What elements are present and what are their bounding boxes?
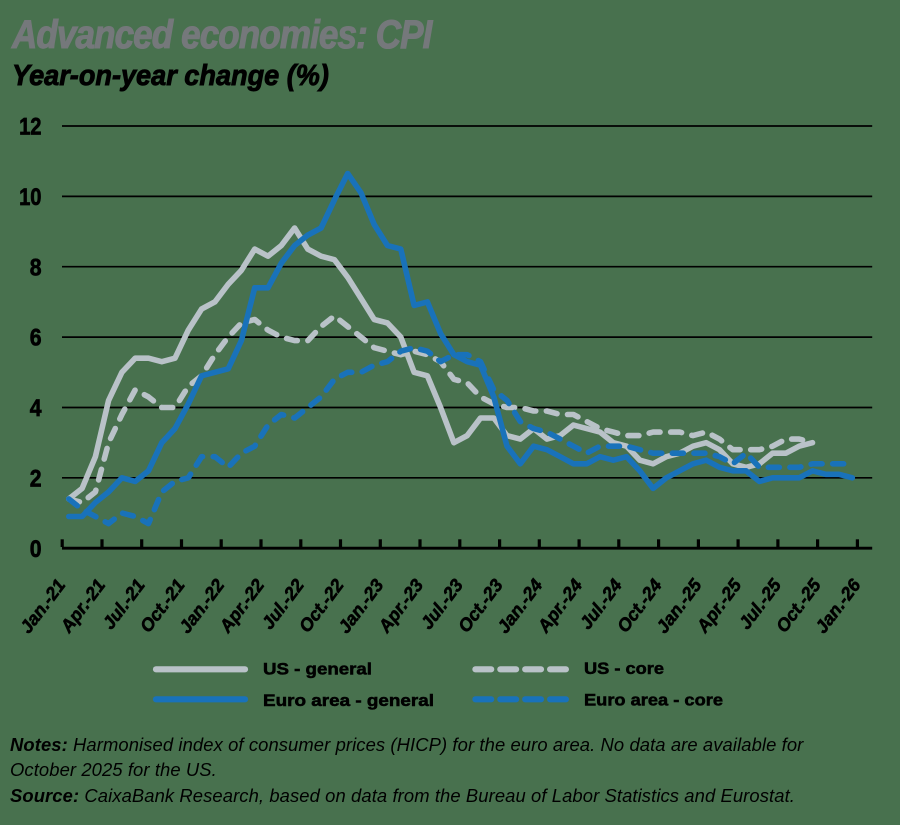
svg-text:US - core: US - core	[584, 659, 664, 678]
svg-text:US - general: US - general	[263, 660, 372, 679]
svg-text:10: 10	[19, 184, 41, 211]
svg-text:2: 2	[30, 465, 42, 492]
svg-text:12: 12	[19, 114, 41, 141]
svg-text:8: 8	[30, 254, 42, 281]
svg-text:0: 0	[30, 536, 42, 563]
svg-text:Euro area - general: Euro area - general	[263, 691, 434, 710]
svg-text:4: 4	[30, 395, 42, 422]
svg-text:6: 6	[30, 325, 42, 352]
svg-text:Euro area - core: Euro area - core	[584, 691, 723, 710]
